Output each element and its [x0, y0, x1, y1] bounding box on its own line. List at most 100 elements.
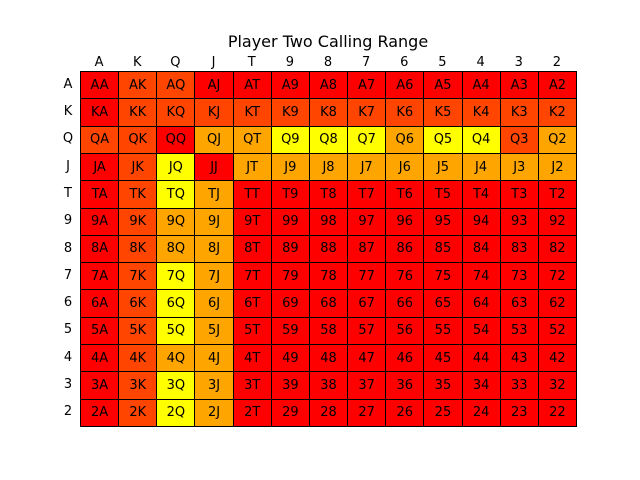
heatmap-cell: 93 — [499, 207, 539, 236]
heatmap-cell: TJ — [194, 180, 234, 209]
heatmap-cell: 58 — [308, 316, 349, 346]
heatmap-cell: J6 — [385, 152, 425, 182]
heatmap-cell: 68 — [308, 289, 349, 318]
heatmap-cell: A9 — [270, 71, 310, 100]
heatmap-cell: T5 — [423, 180, 463, 209]
heatmap-cell: 78 — [308, 262, 349, 291]
heatmap-cell: 32 — [537, 371, 577, 400]
heatmap-cell: T4 — [461, 180, 501, 209]
heatmap-cell: 4J — [194, 344, 234, 373]
heatmap-cell: 94 — [461, 207, 501, 236]
column-label: 4 — [476, 55, 485, 70]
row-label: A — [63, 76, 73, 92]
column-label: 5 — [438, 55, 447, 70]
heatmap-cell: QA — [80, 125, 120, 154]
heatmap-cell: 42 — [537, 344, 577, 373]
heatmap-cell: AT — [232, 71, 272, 100]
heatmap-cell: Q9 — [270, 125, 310, 154]
heatmap-cell: J8 — [308, 152, 349, 182]
heatmap-cell: T3 — [499, 180, 539, 209]
column-label: 6 — [400, 55, 409, 70]
heatmap-cell: 79 — [270, 262, 310, 291]
heatmap-cell: 44 — [461, 344, 501, 373]
heatmap-cell: 59 — [270, 316, 310, 346]
heatmap-cell: 3A — [80, 371, 120, 400]
heatmap-cell: 2A — [80, 398, 120, 427]
heatmap-cell: 85 — [423, 234, 463, 264]
heatmap-cell: JT — [232, 152, 272, 182]
heatmap-cell: 77 — [347, 262, 387, 291]
heatmap-cell: 49 — [270, 344, 310, 373]
heatmap-cell: 5T — [232, 316, 272, 346]
heatmap-cell: 7K — [118, 262, 158, 291]
heatmap-cell: T7 — [347, 180, 387, 209]
heatmap-cell: 2Q — [156, 398, 196, 427]
row-label: 2 — [63, 404, 73, 420]
heatmap-cell: 64 — [461, 289, 501, 318]
column-label: K — [132, 55, 142, 70]
heatmap-cell: 6J — [194, 289, 234, 318]
heatmap-cell: KK — [118, 98, 158, 127]
heatmap-cell: 25 — [423, 398, 463, 427]
heatmap-cell: Q6 — [385, 125, 425, 154]
heatmap-cell: QK — [118, 125, 158, 154]
heatmap-cell: J3 — [499, 152, 539, 182]
row-label: 8 — [63, 240, 73, 256]
heatmap-cell: 4T — [232, 344, 272, 373]
heatmap-cell: 55 — [423, 316, 463, 346]
row-label: 4 — [63, 349, 73, 365]
heatmap-cell: J7 — [347, 152, 387, 182]
heatmap-cell: JA — [80, 152, 120, 182]
heatmap-cell: 47 — [347, 344, 387, 373]
column-label: 3 — [514, 55, 523, 70]
heatmap-cell: 54 — [461, 316, 501, 346]
heatmap-cell: 9J — [194, 207, 234, 236]
heatmap-cell: 57 — [347, 316, 387, 346]
heatmap-cell: 3J — [194, 371, 234, 400]
heatmap-cell: K7 — [347, 98, 387, 127]
heatmap-cell: 7T — [232, 262, 272, 291]
heatmap-cell: 29 — [270, 398, 310, 427]
heatmap-cell: 8T — [232, 234, 272, 264]
column-label: J — [211, 55, 216, 70]
heatmap-cell: K9 — [270, 98, 310, 127]
heatmap-cell: 8K — [118, 234, 158, 264]
heatmap-cell: A3 — [499, 71, 539, 100]
heatmap-cell: TT — [232, 180, 272, 209]
heatmap-cell: A4 — [461, 71, 501, 100]
heatmap-cell: K6 — [385, 98, 425, 127]
heatmap-cell: TK — [118, 180, 158, 209]
heatmap-cell: KJ — [194, 98, 234, 127]
heatmap-cell: Q7 — [347, 125, 387, 154]
heatmap-cell: 2T — [232, 398, 272, 427]
heatmap-cell: K4 — [461, 98, 501, 127]
heatmap-cell: A6 — [385, 71, 425, 100]
heatmap-cell: 46 — [385, 344, 425, 373]
column-label: T — [247, 55, 256, 70]
heatmap-cell: 53 — [499, 316, 539, 346]
heatmap-cell: 2K — [118, 398, 158, 427]
heatmap-cell: A2 — [537, 71, 577, 100]
heatmap-cell: 8A — [80, 234, 120, 264]
heatmap-cell: 6A — [80, 289, 120, 318]
heatmap-cell: Q8 — [308, 125, 349, 154]
heatmap-cell: 9Q — [156, 207, 196, 236]
heatmap-cell: 45 — [423, 344, 463, 373]
heatmap-cell: J4 — [461, 152, 501, 182]
heatmap-cell: 9A — [80, 207, 120, 236]
heatmap-cell: A8 — [308, 71, 349, 100]
heatmap-cell: 4K — [118, 344, 158, 373]
heatmap-cell: 72 — [537, 262, 577, 291]
row-label: 3 — [63, 377, 73, 393]
heatmap-cell: 69 — [270, 289, 310, 318]
heatmap-cell: AJ — [194, 71, 234, 100]
heatmap-cell: AA — [80, 71, 120, 100]
heatmap-cell: K8 — [308, 98, 349, 127]
heatmap-cell: Q5 — [423, 125, 463, 154]
heatmap-cell: 4A — [80, 344, 120, 373]
heatmap-cell: K5 — [423, 98, 463, 127]
heatmap-cell: 3T — [232, 371, 272, 400]
heatmap-cell: 66 — [385, 289, 425, 318]
heatmap-cell: T9 — [270, 180, 310, 209]
column-label: 8 — [323, 55, 333, 70]
